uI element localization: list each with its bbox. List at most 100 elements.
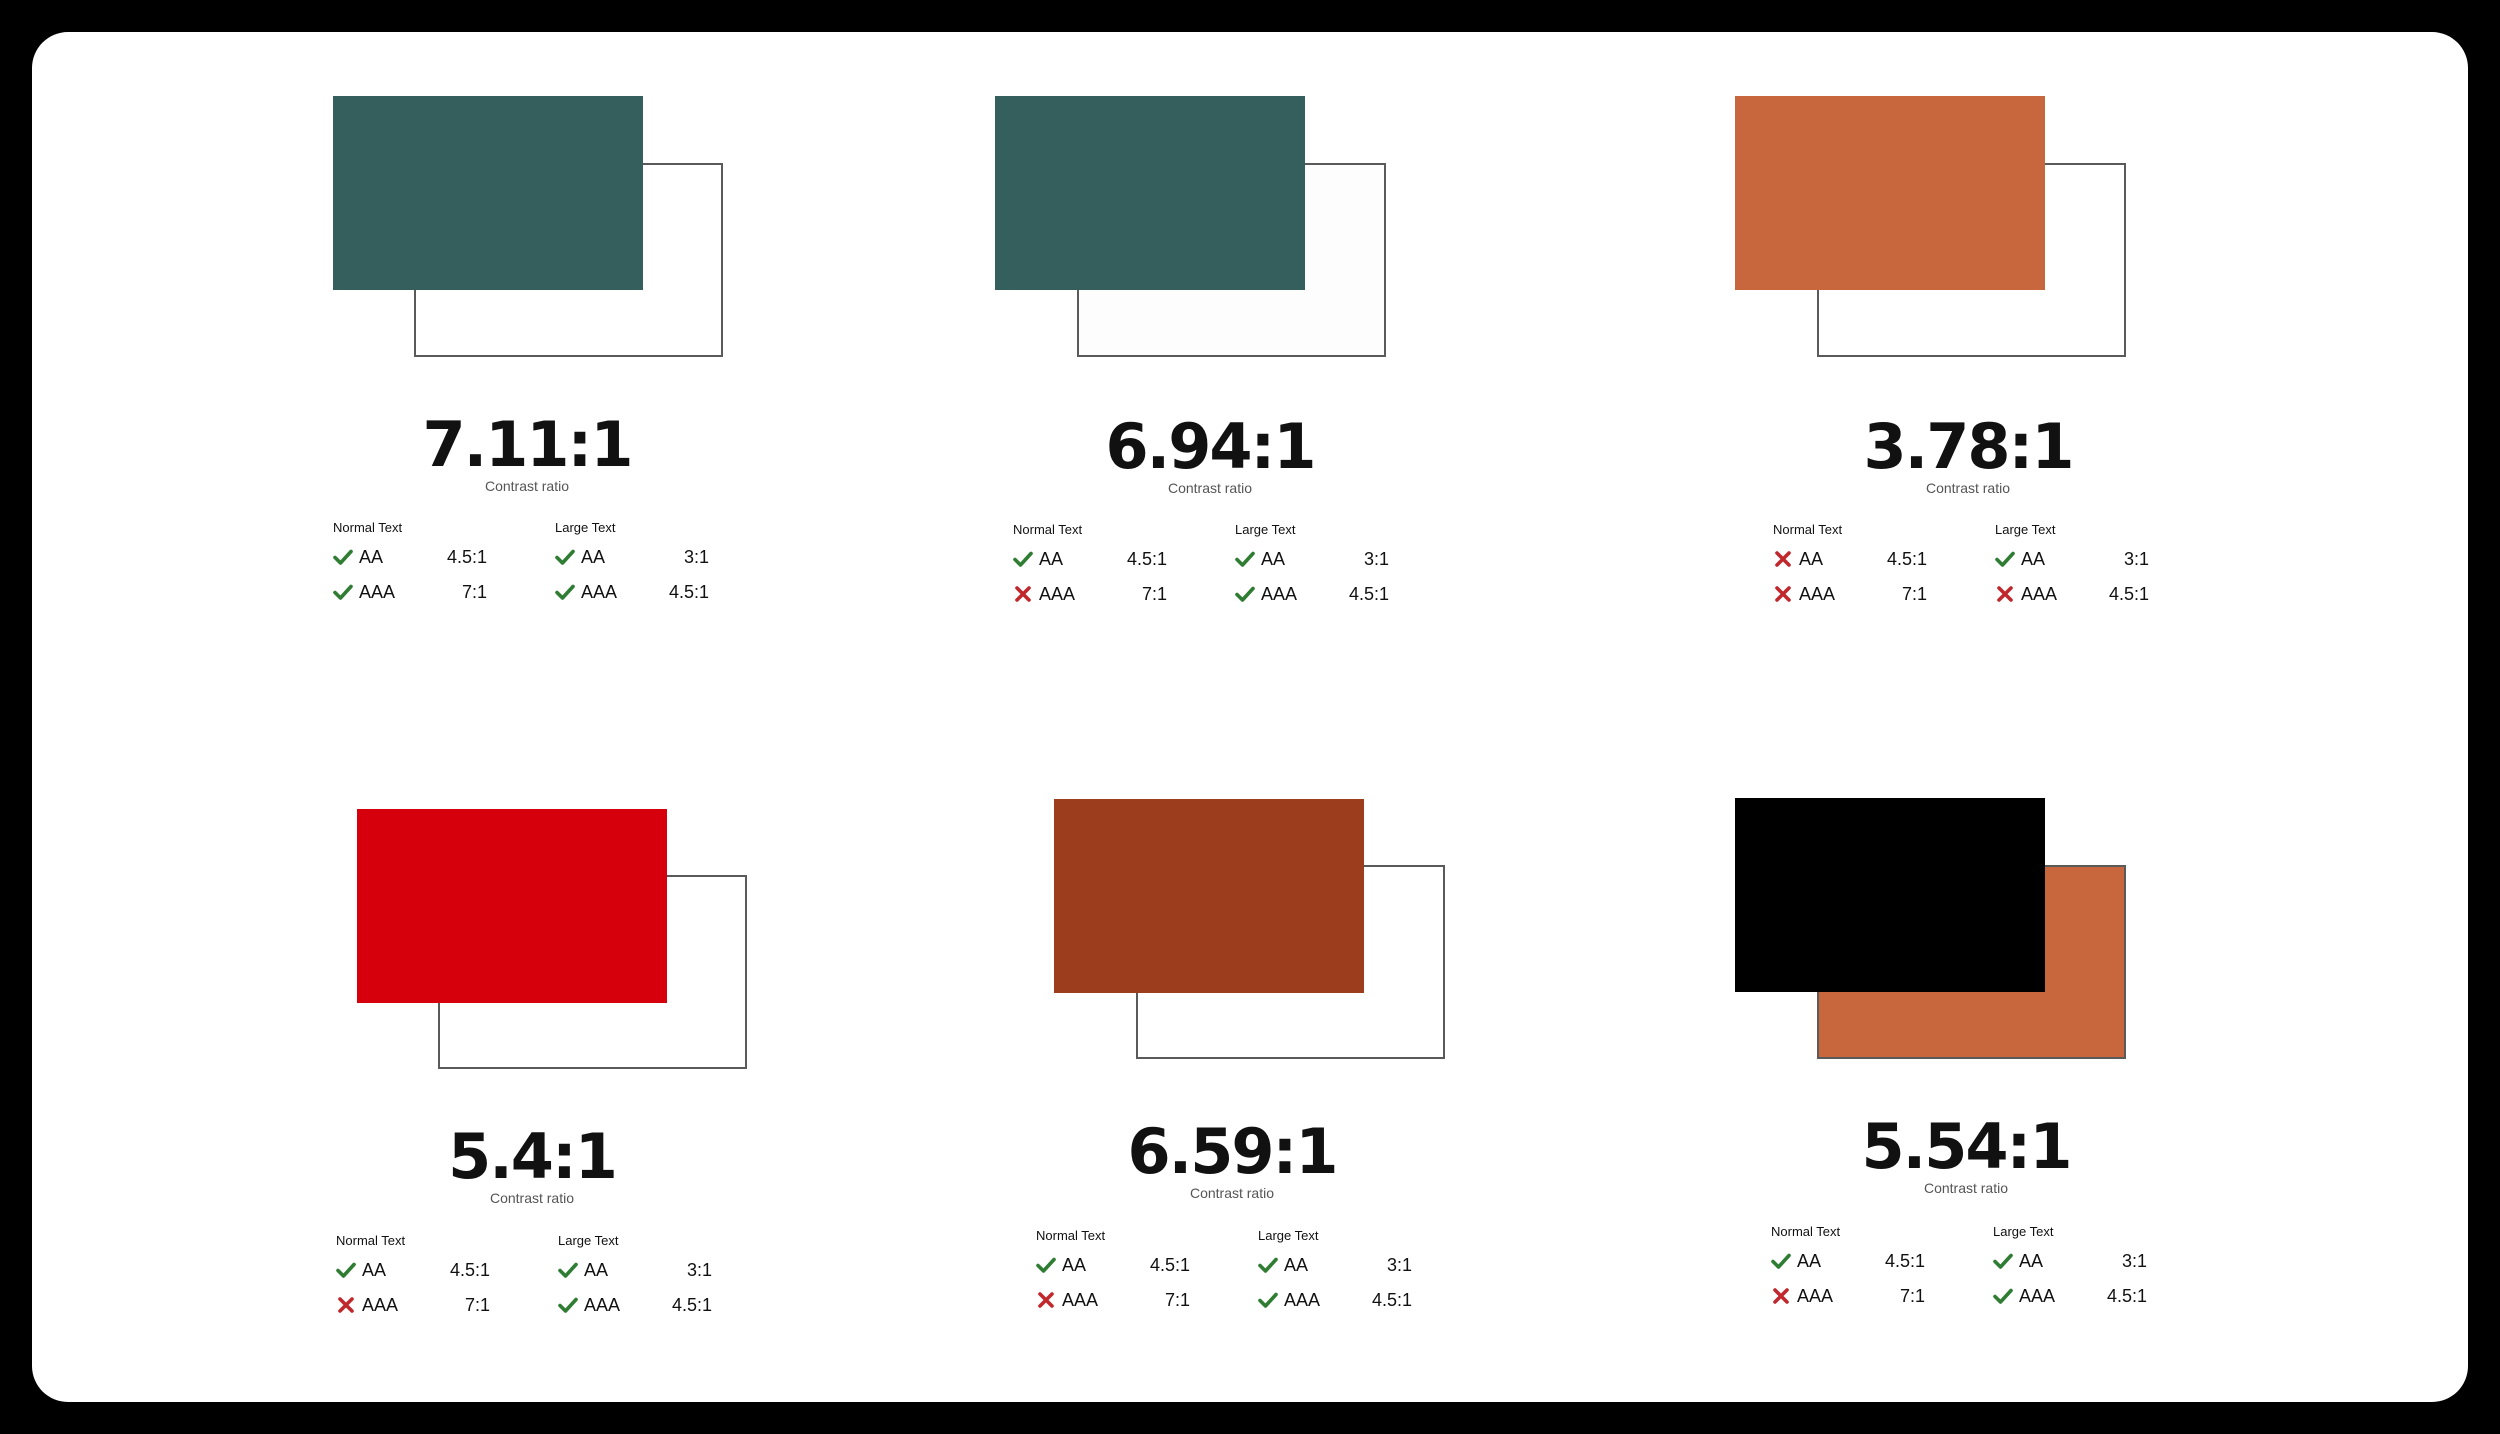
contrast-ratio-label: Contrast ratio bbox=[484, 478, 570, 494]
check-icon bbox=[558, 1295, 578, 1315]
level-label: AAA bbox=[2021, 584, 2058, 604]
required-ratio: 3:1 bbox=[683, 547, 709, 567]
large-text-title: Large Text bbox=[1258, 1228, 1319, 1243]
normal-aa-row: AA 4.5:1 bbox=[1773, 547, 1927, 571]
level-label: AAA bbox=[1797, 1286, 1834, 1306]
level-label: AAA bbox=[581, 582, 618, 602]
level-label: AA bbox=[1799, 549, 1824, 569]
normal-aaa-row: AAA 7:1 bbox=[1773, 582, 1927, 606]
large-aa-row: AA 3:1 bbox=[1993, 1249, 2147, 1273]
large-text-title: Large Text bbox=[555, 520, 616, 535]
check-icon bbox=[1771, 1251, 1791, 1271]
normal-aaa-row: AAA 7:1 bbox=[336, 1293, 490, 1317]
cross-icon bbox=[1013, 584, 1033, 604]
check-icon bbox=[555, 547, 575, 567]
level-label: AA bbox=[2019, 1251, 2044, 1271]
contrast-ratio-value: 6.59:1 bbox=[1127, 1115, 1339, 1188]
required-ratio: 4.5:1 bbox=[446, 547, 487, 567]
normal-text-title: Normal Text bbox=[336, 1233, 406, 1248]
level-label: AAA bbox=[1261, 584, 1298, 604]
check-icon bbox=[1995, 549, 2015, 569]
required-ratio: 7:1 bbox=[1901, 584, 1927, 604]
check-icon bbox=[336, 1260, 356, 1280]
contrast-ratio-value: 3.78:1 bbox=[1863, 410, 2075, 483]
check-icon bbox=[1258, 1290, 1278, 1310]
normal-text-title: Normal Text bbox=[1773, 522, 1843, 537]
level-label: AAA bbox=[1284, 1290, 1321, 1310]
cross-icon bbox=[1771, 1286, 1791, 1306]
required-ratio: 4.5:1 bbox=[668, 582, 709, 602]
normal-aaa-row: AAA 7:1 bbox=[1771, 1284, 1925, 1308]
required-ratio: 7:1 bbox=[461, 582, 487, 602]
required-ratio: 7:1 bbox=[1141, 584, 1167, 604]
cross-icon bbox=[1995, 584, 2015, 604]
large-aaa-row: AAA 4.5:1 bbox=[1993, 1284, 2147, 1308]
foreground-swatch bbox=[1054, 799, 1364, 993]
level-label: AA bbox=[584, 1260, 609, 1280]
foreground-swatch bbox=[995, 96, 1305, 290]
check-icon bbox=[1258, 1255, 1278, 1275]
normal-aa-row: AA 4.5:1 bbox=[1036, 1253, 1190, 1277]
large-text-title: Large Text bbox=[1993, 1224, 2054, 1239]
check-icon bbox=[1235, 584, 1255, 604]
contrast-ratio-label: Contrast ratio bbox=[489, 1190, 575, 1206]
large-aaa-row: AAA 4.5:1 bbox=[1235, 582, 1389, 606]
foreground-swatch bbox=[357, 809, 667, 1003]
normal-aa-row: AA 4.5:1 bbox=[1771, 1249, 1925, 1273]
required-ratio: 4.5:1 bbox=[1886, 549, 1927, 569]
level-label: AAA bbox=[584, 1295, 621, 1315]
large-aaa-row: AAA 4.5:1 bbox=[555, 580, 709, 604]
required-ratio: 3:1 bbox=[1386, 1255, 1412, 1275]
level-label: AA bbox=[1062, 1255, 1087, 1275]
required-ratio: 3:1 bbox=[2121, 1251, 2147, 1271]
cross-icon bbox=[336, 1295, 356, 1315]
cross-icon bbox=[1773, 549, 1793, 569]
level-label: AAA bbox=[362, 1295, 399, 1315]
check-icon bbox=[1013, 549, 1033, 569]
normal-text-title: Normal Text bbox=[1771, 1224, 1841, 1239]
required-ratio: 4.5:1 bbox=[2108, 584, 2149, 604]
required-ratio: 7:1 bbox=[1164, 1290, 1190, 1310]
contrast-ratio-value: 5.54:1 bbox=[1861, 1110, 2073, 1183]
contrast-ratio-label: Contrast ratio bbox=[1189, 1185, 1275, 1201]
foreground-swatch bbox=[1735, 96, 2045, 290]
level-label: AAA bbox=[1062, 1290, 1099, 1310]
large-aa-row: AA 3:1 bbox=[1995, 547, 2149, 571]
level-label: AAA bbox=[2019, 1286, 2056, 1306]
contrast-ratio-label: Contrast ratio bbox=[1167, 480, 1253, 496]
contrast-ratio-label: Contrast ratio bbox=[1923, 1180, 2009, 1196]
foreground-swatch bbox=[1735, 798, 2045, 992]
normal-aa-row: AA 4.5:1 bbox=[1013, 547, 1167, 571]
normal-aaa-row: AAA 7:1 bbox=[1036, 1288, 1190, 1312]
cross-icon bbox=[1773, 584, 1793, 604]
required-ratio: 7:1 bbox=[1899, 1286, 1925, 1306]
level-label: AA bbox=[1284, 1255, 1309, 1275]
normal-text-title: Normal Text bbox=[333, 520, 403, 535]
contrast-ratio-label: Contrast ratio bbox=[1925, 480, 2011, 496]
required-ratio: 4.5:1 bbox=[449, 1260, 490, 1280]
normal-text-title: Normal Text bbox=[1013, 522, 1083, 537]
normal-aa-row: AA 4.5:1 bbox=[336, 1258, 490, 1282]
large-aa-row: AA 3:1 bbox=[1235, 547, 1389, 571]
foreground-swatch bbox=[333, 96, 643, 290]
check-icon bbox=[333, 582, 353, 602]
large-aaa-row: AAA 4.5:1 bbox=[1258, 1288, 1412, 1312]
check-icon bbox=[1036, 1255, 1056, 1275]
level-label: AA bbox=[359, 547, 384, 567]
level-label: AA bbox=[1797, 1251, 1822, 1271]
large-aaa-row: AAA 4.5:1 bbox=[1995, 582, 2149, 606]
check-icon bbox=[558, 1260, 578, 1280]
check-icon bbox=[1993, 1251, 2013, 1271]
level-label: AAA bbox=[359, 582, 396, 602]
check-icon bbox=[1993, 1286, 2013, 1306]
large-aa-row: AA 3:1 bbox=[555, 545, 709, 569]
required-ratio: 4.5:1 bbox=[1126, 549, 1167, 569]
contrast-ratio-value: 5.4:1 bbox=[448, 1120, 618, 1193]
cross-icon bbox=[1036, 1290, 1056, 1310]
normal-text-title: Normal Text bbox=[1036, 1228, 1106, 1243]
check-icon bbox=[555, 582, 575, 602]
required-ratio: 4.5:1 bbox=[1371, 1290, 1412, 1310]
large-text-title: Large Text bbox=[558, 1233, 619, 1248]
normal-aa-row: AA 4.5:1 bbox=[333, 545, 487, 569]
required-ratio: 4.5:1 bbox=[1348, 584, 1389, 604]
